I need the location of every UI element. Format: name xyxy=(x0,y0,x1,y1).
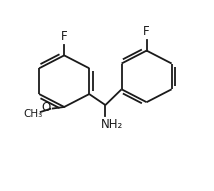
Text: F: F xyxy=(61,30,67,43)
Text: CH₃: CH₃ xyxy=(24,109,43,119)
Text: NH₂: NH₂ xyxy=(101,118,123,131)
Text: F: F xyxy=(143,25,150,38)
Text: O: O xyxy=(42,101,51,114)
